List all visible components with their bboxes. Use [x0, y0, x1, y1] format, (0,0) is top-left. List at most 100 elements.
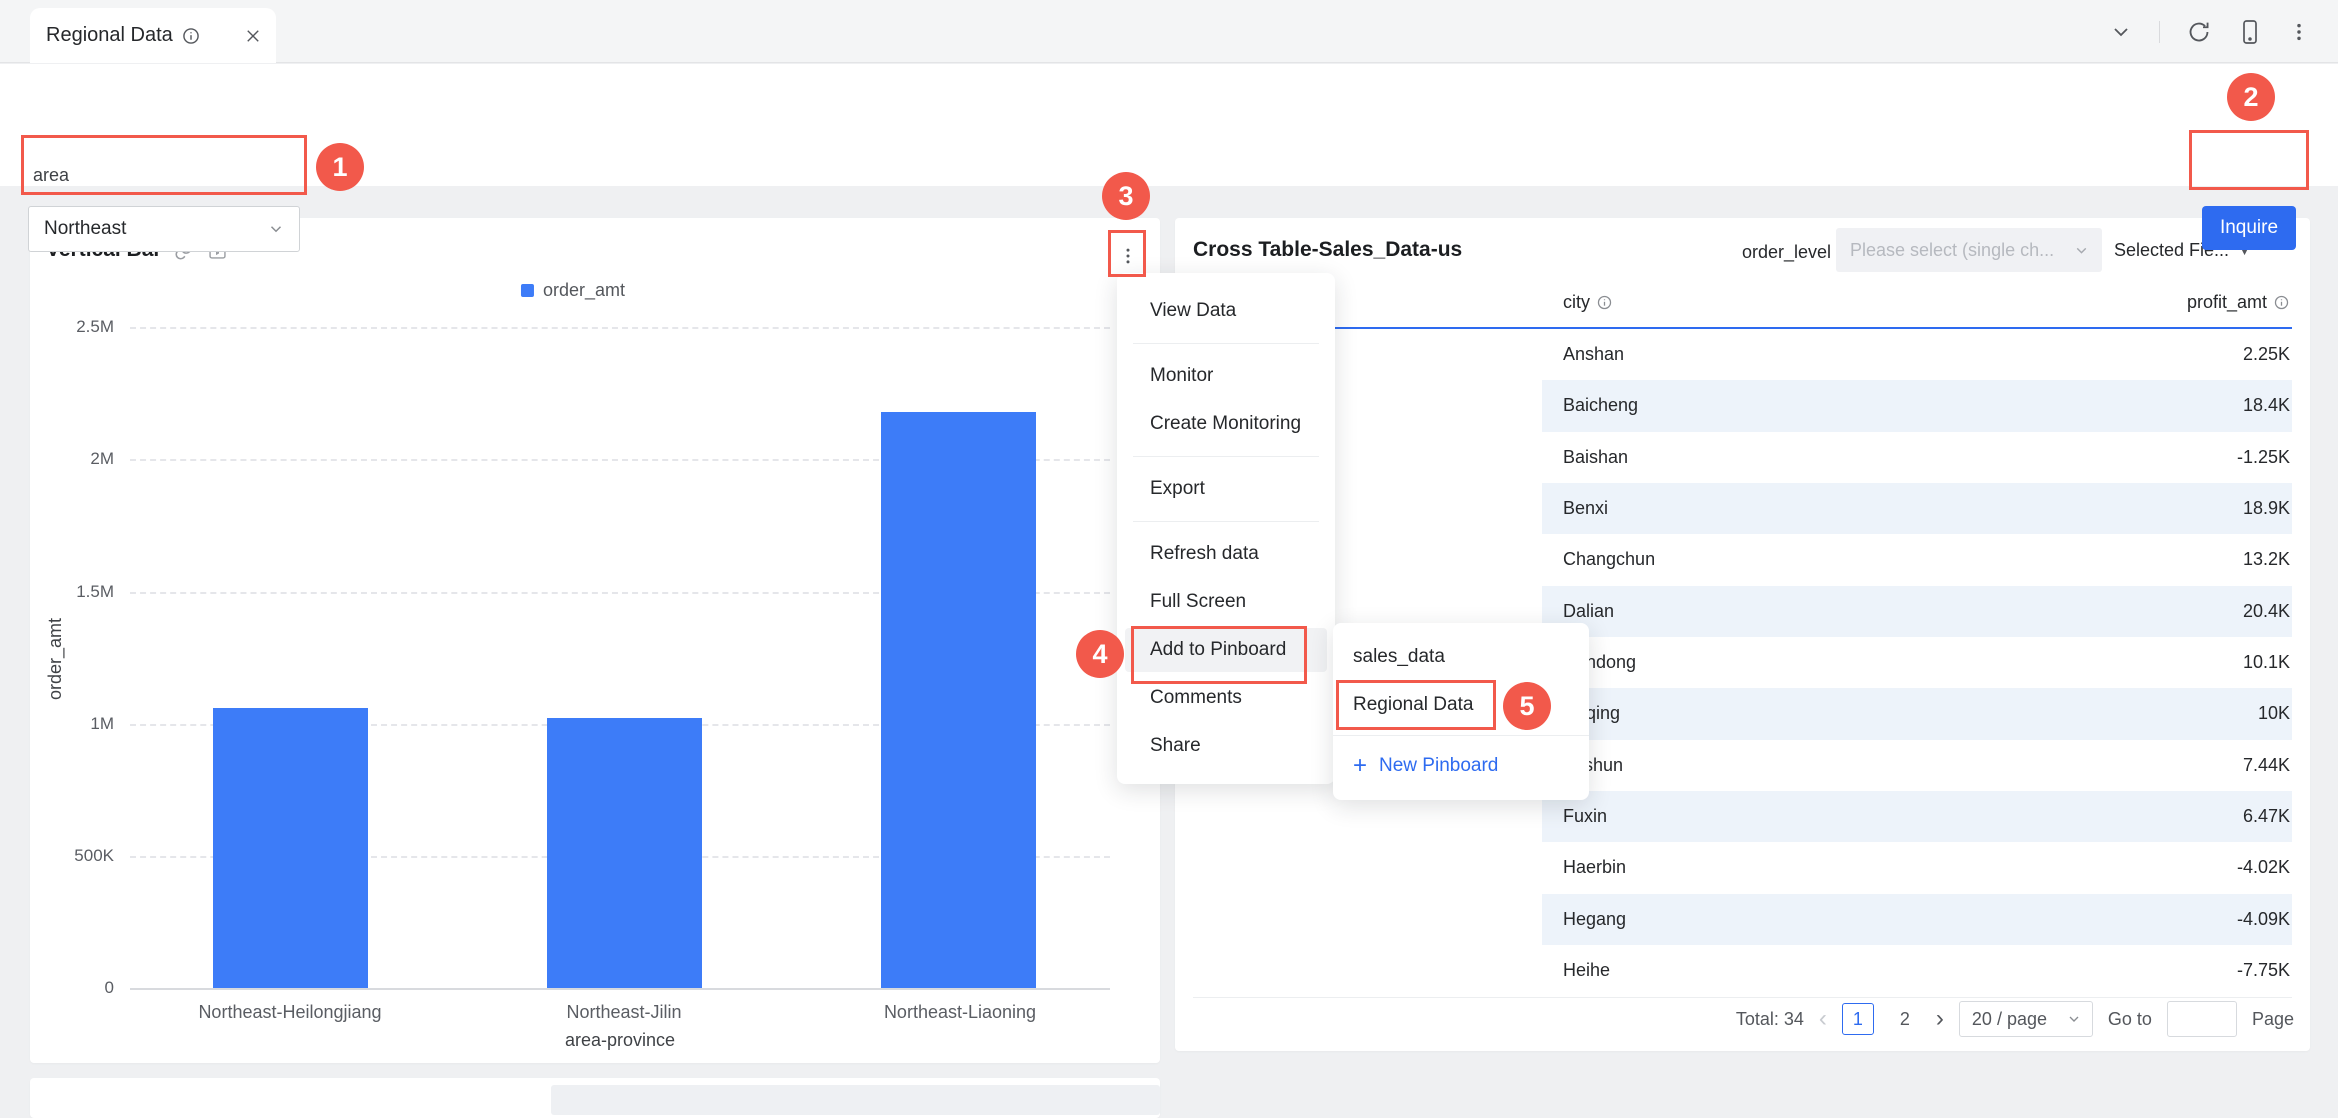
menu-item-comments[interactable]: Comments — [1150, 687, 1242, 708]
cell-profit: -7.75K — [2236, 960, 2290, 981]
legend-swatch — [520, 284, 534, 297]
area-select-value: Northeast — [44, 218, 127, 239]
table-row[interactable]: Changchun 13.2K — [1193, 534, 2292, 585]
x-axis-title: area-province — [564, 1030, 676, 1050]
table-row[interactable]: Dalian 20.4K — [1193, 585, 2292, 638]
filter-panel: area Northeast Inquire — [0, 64, 2338, 252]
chevron-down-icon — [267, 220, 285, 238]
menu-item-export[interactable]: Export — [1150, 478, 1205, 499]
cell-city: Hegang — [1563, 908, 1627, 929]
cross-table-title: Cross Table-Sales_Data-us — [1193, 238, 1463, 261]
header-underline — [1193, 327, 2292, 329]
area-field-label: area — [33, 165, 70, 185]
submenu-item-regional-data[interactable]: Regional Data — [1353, 694, 1474, 715]
y-tick: 2.5M — [76, 317, 114, 336]
legend-label: order_amt — [542, 280, 626, 300]
gridline — [130, 459, 1110, 461]
info-circle-icon[interactable] — [2273, 294, 2290, 311]
table-row[interactable]: Heihe -7.75K — [1193, 945, 2292, 996]
bar-northeast-jilin[interactable] — [547, 718, 702, 988]
menu-item-view-data[interactable]: View Data — [1150, 300, 1237, 321]
goto-page-input[interactable] — [2166, 1001, 2237, 1037]
y-tick: 1.5M — [76, 582, 114, 601]
table-row[interactable]: Hegang -4.09K — [1193, 893, 2292, 946]
menu-divider — [1133, 456, 1319, 457]
menu-item-share[interactable]: Share — [1150, 735, 1201, 756]
chevron-down-icon — [2066, 1011, 2082, 1027]
page-number-2[interactable]: 2 — [1899, 1008, 1910, 1029]
chevron-down-icon[interactable] — [2109, 20, 2133, 44]
inquire-button[interactable]: Inquire — [2202, 206, 2296, 250]
table-row[interactable]: Haerbin -4.02K — [1193, 842, 2292, 893]
submenu-new-pinboard[interactable]: + New Pinboard — [1353, 752, 1499, 779]
top-tab-bar: Regional Data — [0, 0, 2338, 63]
table-row[interactable]: Baishan -1.25K — [1193, 432, 2292, 483]
area-select[interactable]: Northeast — [28, 206, 300, 252]
bar-northeast-liaoning[interactable] — [881, 412, 1036, 988]
table-row[interactable]: Daqing 10K — [1193, 688, 2292, 741]
cell-profit: 13.2K — [2242, 549, 2290, 570]
cell-profit: -4.02K — [2236, 857, 2290, 878]
menu-item-full-screen[interactable]: Full Screen — [1150, 591, 1247, 612]
table-row[interactable]: Fuxin 6.47K — [1193, 791, 2292, 843]
pagination-divider — [1193, 997, 2292, 998]
page-next-icon[interactable]: › — [1935, 1005, 1944, 1032]
cell-city: Anshan — [1563, 344, 1625, 364]
cell-profit: 10.1K — [2242, 652, 2290, 673]
table-body: Anshan 2.25K Baicheng 18.4K Baishan -1.25K … — [1193, 329, 2292, 996]
page-number-1[interactable]: 1 — [1841, 1003, 1874, 1035]
menu-divider — [1133, 521, 1319, 522]
cell-profit: -4.09K — [2236, 908, 2290, 929]
cell-profit: 6.47K — [2242, 806, 2290, 827]
menu-divider — [1133, 343, 1319, 344]
table-row[interactable]: Baicheng 18.4K — [1193, 380, 2292, 433]
tab-close-icon[interactable] — [244, 27, 262, 45]
menu-item-monitor[interactable]: Monitor — [1150, 365, 1214, 386]
cell-city: Heihe — [1563, 960, 1611, 981]
chevron-down-icon — [2073, 242, 2090, 259]
order-level-placeholder: Please select (single ch... — [1850, 239, 2055, 260]
cell-city: Baicheng — [1563, 395, 1639, 416]
y-tick: 2M — [90, 449, 114, 468]
table-row[interactable]: Benxi 18.9K — [1193, 483, 2292, 535]
cell-profit: 2.25K — [2242, 344, 2290, 364]
y-tick: 0 — [104, 978, 114, 997]
x-category-label: Northeast-Jilin — [566, 1002, 682, 1022]
menu-item-create-monitoring[interactable]: Create Monitoring — [1150, 413, 1302, 434]
submenu-item-sales-data[interactable]: sales_data — [1353, 646, 1445, 667]
x-axis-line — [130, 988, 1110, 990]
cell-profit: 10K — [2257, 703, 2290, 724]
y-axis-title: order_amt — [45, 617, 65, 701]
header-divider — [2159, 20, 2160, 43]
info-circle-icon[interactable] — [181, 26, 201, 46]
cell-profit: 18.9K — [2242, 498, 2290, 519]
pagination: Total: 34 ‹ 1 2 › 20 / page Go to Page — [1736, 999, 2294, 1039]
menu-item-refresh-data[interactable]: Refresh data — [1150, 543, 1259, 564]
cell-city: Baishan — [1563, 446, 1629, 467]
cell-profit: 7.44K — [2242, 754, 2290, 775]
mobile-preview-icon[interactable] — [2238, 18, 2262, 46]
x-category-label: Northeast-Liaoning — [883, 1002, 1037, 1022]
table-row[interactable]: Anshan 2.25K — [1193, 329, 2292, 380]
page-prev-icon[interactable]: ‹ — [1818, 1005, 1827, 1032]
cell-city: Fuxin — [1563, 806, 1608, 827]
bar-northeast-heilongjiang[interactable] — [213, 708, 368, 988]
refresh-icon[interactable] — [2186, 19, 2212, 45]
tab-regional-data[interactable]: Regional Data — [30, 8, 276, 63]
menu-item-add-to-pinboard[interactable]: Add to Pinboard — [1117, 626, 1335, 674]
pinboard-submenu: sales_data Regional Data + New Pinboard — [1333, 623, 1589, 800]
chart-legend[interactable]: order_amt — [520, 280, 626, 301]
order-level-select[interactable]: Please select (single ch... — [1836, 228, 2102, 272]
column-header-city[interactable]: city — [1563, 292, 1613, 313]
info-circle-icon[interactable] — [1596, 294, 1613, 311]
column-header-profit-amt[interactable]: profit_amt — [2187, 292, 2290, 313]
goto-label: Go to — [2107, 1008, 2152, 1029]
next-row-card-partial — [30, 1078, 1160, 1118]
more-vertical-icon[interactable] — [2288, 20, 2310, 44]
submenu-divider — [1333, 735, 1589, 736]
cross-table-card: Cross Table-Sales_Data-us order_level Pl… — [1175, 218, 2310, 1051]
y-tick: 500K — [74, 846, 114, 865]
chart-more-menu-icon[interactable] — [1112, 236, 1144, 276]
page-size-select[interactable]: 20 / page — [1958, 1001, 2093, 1037]
chart-context-menu: View Data Monitor Create Monitoring Expo… — [1117, 273, 1335, 784]
